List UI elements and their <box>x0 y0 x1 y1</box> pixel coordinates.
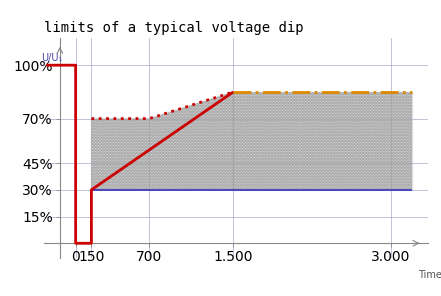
Polygon shape <box>233 92 412 190</box>
Text: limits of a typical voltage dip: limits of a typical voltage dip <box>44 20 304 35</box>
Polygon shape <box>91 92 233 190</box>
Text: U/U₁: U/U₁ <box>41 53 62 63</box>
Text: Time in ms: Time in ms <box>419 270 441 280</box>
